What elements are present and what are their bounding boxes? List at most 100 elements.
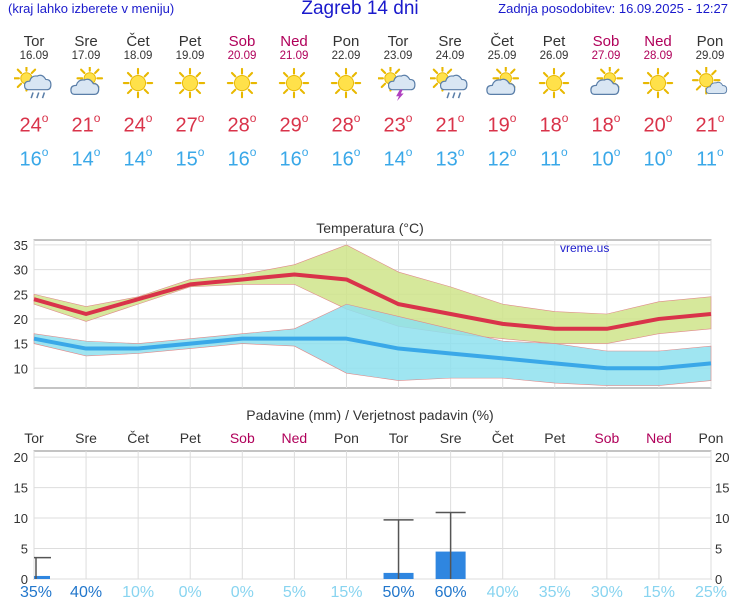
day-column: Pon 22.09 28o 16o — [320, 34, 372, 170]
precip-probability: 0% — [231, 584, 254, 600]
day-column: Ned 28.09 20o 10o — [632, 34, 684, 170]
day-date: 19.09 — [175, 50, 205, 62]
day-column: Tor 16.09 24o 16o — [8, 34, 60, 170]
day-column: Čet 25.09 19o 12o — [476, 34, 528, 170]
precip-x-tick: Ned — [282, 430, 308, 446]
max-temp: 21o — [695, 111, 725, 137]
max-temp: 23o — [383, 111, 413, 137]
min-temp: 16o — [227, 144, 257, 171]
precip-probability: 0% — [179, 584, 202, 600]
sun-cloud-rain-icon — [430, 67, 468, 99]
temp-y-tick: 15 — [14, 337, 28, 352]
min-temp: 10o — [643, 144, 673, 171]
day-name: Sob — [592, 33, 620, 50]
min-temp: 16o — [331, 144, 361, 171]
day-column: Pet 19.09 27o 15o — [164, 34, 216, 170]
day-column: Pet 26.09 18o 11o — [528, 34, 580, 170]
precip-x-tick: Pet — [180, 430, 201, 446]
precip-x-tick: Tor — [389, 430, 409, 446]
min-temp: 11o — [540, 144, 568, 171]
day-name: Tor — [23, 33, 45, 50]
day-name: Sre — [74, 33, 98, 50]
day-date: 29.09 — [695, 50, 725, 62]
day-name: Pet — [542, 33, 566, 50]
day-date: 26.09 — [539, 50, 569, 62]
sun-cloud-rain-icon — [14, 67, 52, 99]
precip-probability: 30% — [591, 584, 623, 600]
day-column: Sob 27.09 18o 10o — [580, 34, 632, 170]
precip-y-tick-right: 20 — [715, 450, 729, 465]
sun-icon — [642, 67, 674, 99]
day-name: Sob — [228, 33, 256, 50]
precip-x-tick: Tor — [24, 430, 44, 446]
max-temp: 21o — [71, 111, 101, 137]
max-temp: 21o — [435, 111, 465, 137]
temp-y-tick: 30 — [14, 263, 28, 278]
day-date: 25.09 — [487, 50, 517, 62]
precip-x-tick: Sob — [230, 430, 255, 446]
precip-x-tick: Pon — [334, 430, 359, 446]
precip-probability: 60% — [435, 584, 467, 600]
day-column: Sob 20.09 28o 16o — [216, 34, 268, 170]
max-temp: 27o — [175, 111, 205, 137]
sun-cloud-small-icon — [691, 67, 728, 95]
sun-cloud-icon — [70, 67, 104, 96]
precip-chart-title: Padavine (mm) / Verjetnost padavin (%) — [246, 407, 493, 423]
max-temp: 29o — [279, 111, 309, 137]
precip-y-tick-left: 20 — [14, 450, 28, 465]
day-column: Ned 21.09 29o 16o — [268, 34, 320, 170]
max-temp: 18o — [539, 111, 569, 137]
precip-probability: 15% — [643, 584, 675, 600]
sun-icon — [226, 67, 258, 99]
precip-y-tick-left: 10 — [14, 511, 28, 526]
day-date: 24.09 — [435, 50, 465, 62]
precip-x-tick: Pet — [544, 430, 565, 446]
precip-probability: 25% — [695, 584, 727, 600]
min-temp: 14o — [123, 144, 153, 171]
last-updated: Zadnja posodobitev: 16.09.2025 - 12:27 — [498, 1, 728, 16]
max-temp-line — [33, 272, 712, 331]
day-date: 17.09 — [71, 50, 101, 62]
min-temp: 11o — [696, 144, 724, 171]
day-date: 23.09 — [383, 50, 413, 62]
header-bar: (kraj lahko izberete v meniju) Zagreb 14… — [0, 0, 740, 22]
precip-x-tick: Sre — [75, 430, 97, 446]
precip-probability: 5% — [283, 584, 306, 600]
precip-y-tick-right: 10 — [715, 511, 729, 526]
day-name: Ned — [280, 33, 308, 50]
precip-probability: 40% — [70, 584, 102, 600]
precip-probability: 40% — [487, 584, 519, 600]
temp-chart-title: Temperatura (°C) — [316, 220, 424, 236]
sun-icon — [122, 67, 154, 99]
day-name: Tor — [387, 33, 409, 50]
sun-cloud-storm-icon — [378, 67, 416, 101]
day-column: Sre 17.09 21o 14o — [60, 34, 112, 170]
day-name: Ned — [644, 33, 672, 50]
min-temp: 15o — [175, 144, 205, 171]
precip-y-tick-left: 0 — [21, 572, 28, 587]
precip-x-tick: Sob — [594, 430, 619, 446]
min-temp: 16o — [279, 144, 309, 171]
sun-cloud-icon — [486, 67, 520, 96]
precip-plot-area — [33, 450, 712, 580]
day-date: 20.09 — [227, 50, 257, 62]
temp-y-tick: 35 — [14, 238, 28, 253]
min-temp-line — [33, 336, 712, 371]
precip-probability: 35% — [539, 584, 571, 600]
temp-y-tick: 20 — [14, 312, 28, 327]
temp-y-tick: 25 — [14, 287, 28, 302]
day-column: Tor 23.09 23o 14o — [372, 34, 424, 170]
precip-y-tick-right: 5 — [715, 542, 722, 557]
day-column: Sre 24.09 21o 13o — [424, 34, 476, 170]
day-name: Čet — [126, 33, 150, 50]
precip-bar — [34, 575, 50, 579]
max-temp: 28o — [331, 111, 361, 137]
precip-y-tick-right: 0 — [715, 572, 722, 587]
day-date: 18.09 — [123, 50, 153, 62]
menu-hint: (kraj lahko izberete v meniju) — [8, 1, 175, 16]
precip-x-tick: Čet — [127, 430, 149, 446]
max-temp-band — [33, 244, 712, 344]
precip-x-tick: Pon — [699, 430, 724, 446]
day-date: 22.09 — [331, 50, 361, 62]
